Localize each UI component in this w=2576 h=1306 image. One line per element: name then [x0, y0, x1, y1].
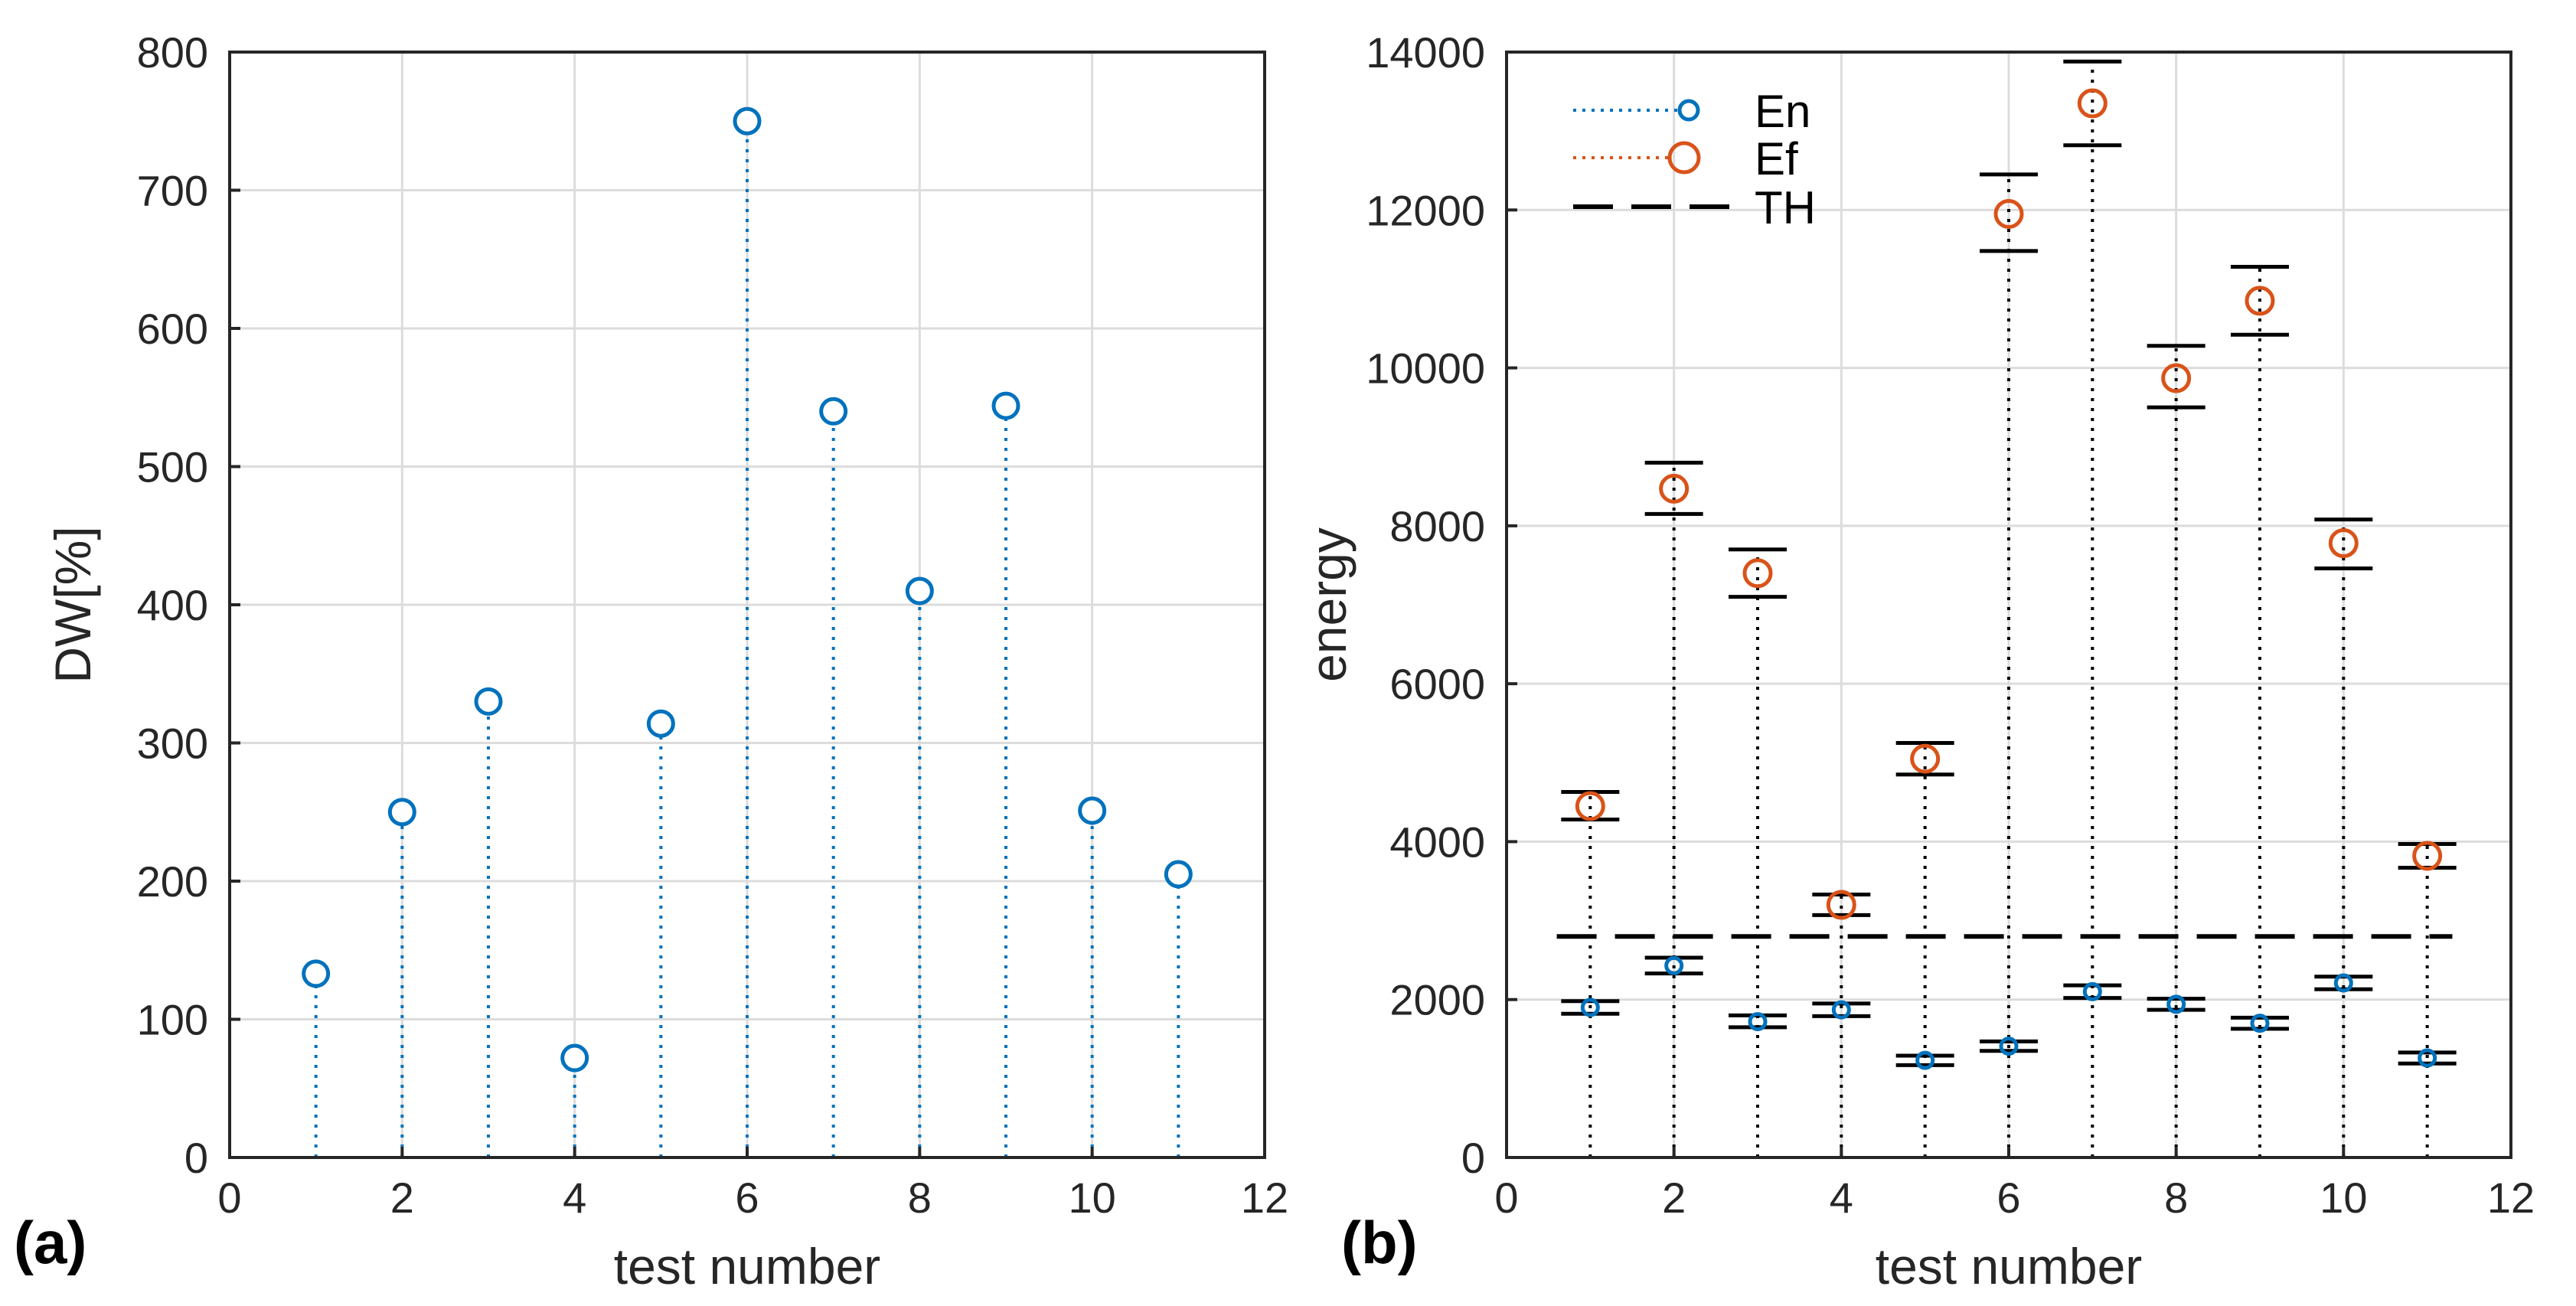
dw-point: [905, 576, 934, 606]
en-point: [1831, 1000, 1851, 1020]
y-tick-label: 700: [137, 167, 208, 215]
legend-en-marker: [1677, 99, 1700, 122]
x-tick-label: 10: [2320, 1174, 2367, 1222]
panel-b-label: (b): [1341, 1209, 1418, 1276]
dw-point: [560, 1043, 589, 1073]
ef-point: [1826, 890, 1856, 920]
panel-a-marks: [302, 106, 1193, 1157]
y-tick-label: 2000: [1389, 976, 1485, 1024]
y-tick-label: 200: [137, 857, 208, 906]
en-point: [1664, 955, 1684, 975]
y-tick-label: 10000: [1366, 344, 1485, 393]
en-point: [2082, 981, 2102, 1001]
panel-b-legend: En Ef TH: [1573, 86, 1816, 233]
panel-b-ylabel: energy: [1300, 527, 1357, 682]
y-tick-label: 4000: [1389, 818, 1485, 866]
y-tick-label: 0: [184, 1134, 208, 1182]
dw-point: [991, 391, 1020, 420]
dw-point: [387, 798, 416, 827]
ef-point: [2328, 528, 2359, 559]
x-tick-label: 8: [908, 1174, 932, 1222]
x-tick-label: 4: [1830, 1174, 1853, 1222]
y-tick-label: 800: [137, 28, 208, 77]
panel-a-label: (a): [14, 1209, 87, 1276]
y-tick-label: 400: [137, 581, 208, 629]
y-tick-label: 100: [137, 996, 208, 1044]
ef-point: [2077, 88, 2107, 119]
ef-point: [1993, 198, 2024, 229]
x-tick-label: 12: [1241, 1174, 1288, 1222]
x-tick-label: 4: [563, 1174, 586, 1222]
en-point: [2333, 973, 2353, 993]
x-tick-label: 8: [2164, 1174, 2188, 1222]
panel-b-xlabel: test number: [1876, 1238, 2143, 1295]
dw-point: [302, 959, 331, 988]
dw-point: [819, 397, 848, 426]
y-tick-label: 0: [1461, 1134, 1485, 1182]
y-tick-label: 300: [137, 720, 208, 768]
x-tick-label: 10: [1069, 1174, 1116, 1222]
x-tick-label: 2: [1662, 1174, 1686, 1222]
ef-point: [1910, 743, 1941, 774]
dw-point: [474, 687, 503, 716]
ef-point: [1575, 791, 1605, 821]
x-tick-label: 12: [2487, 1174, 2535, 1222]
x-tick-label: 0: [1494, 1174, 1518, 1222]
panel-b-energy-chart: 0 2 4 6 8 10 12 0 2000 4000 6000 8000 10000 12000 1400…: [1300, 28, 2535, 1295]
panel-a-tick-labels: 0 2 4 6 8 10 12 0 100 200 300 400 500 600 700 800: [137, 28, 1289, 1222]
y-tick-label: 8000: [1389, 502, 1485, 550]
panel-a-dw-chart: 0 2 4 6 8 10 12 0 100 200 300 400 500 600 700 800 test …: [14, 28, 1288, 1295]
x-tick-label: 2: [390, 1174, 414, 1222]
legend-en-label: En: [1755, 86, 1810, 137]
y-tick-label: 6000: [1389, 660, 1485, 708]
x-tick-label: 6: [1996, 1174, 2020, 1222]
y-tick-label: 14000: [1366, 28, 1485, 77]
legend-th-label: TH: [1755, 182, 1816, 233]
panel-b-tick-labels: 0 2 4 6 8 10 12 0 2000 4000 6000 8000 10000 12000 1400…: [1366, 28, 2535, 1222]
panel-b-marks: [1556, 59, 2457, 1157]
y-tick-label: 500: [137, 443, 208, 491]
legend-ef-label: Ef: [1755, 133, 1798, 184]
en-point: [2418, 1048, 2437, 1068]
dw-point: [646, 709, 675, 738]
dw-point: [1164, 860, 1193, 889]
ef-point: [2161, 363, 2192, 393]
y-tick-label: 12000: [1366, 186, 1485, 234]
panel-a-xlabel: test number: [614, 1238, 881, 1295]
en-point: [1999, 1037, 2019, 1056]
legend-ef-marker: [1667, 141, 1701, 175]
dw-point: [1078, 796, 1107, 825]
y-tick-label: 600: [137, 305, 208, 353]
en-point: [1748, 1012, 1768, 1032]
x-tick-label: 0: [217, 1174, 241, 1222]
dw-point: [733, 106, 762, 135]
x-tick-label: 6: [735, 1174, 759, 1222]
panel-a-ylabel: DW[%]: [44, 526, 101, 683]
en-point: [2250, 1014, 2270, 1033]
ef-point: [2245, 286, 2275, 316]
en-point: [1580, 997, 1600, 1017]
ef-point: [1742, 558, 1773, 589]
en-point: [2166, 994, 2186, 1014]
ef-point: [1659, 473, 1690, 504]
en-point: [1915, 1050, 1935, 1070]
ef-point: [2412, 841, 2443, 871]
